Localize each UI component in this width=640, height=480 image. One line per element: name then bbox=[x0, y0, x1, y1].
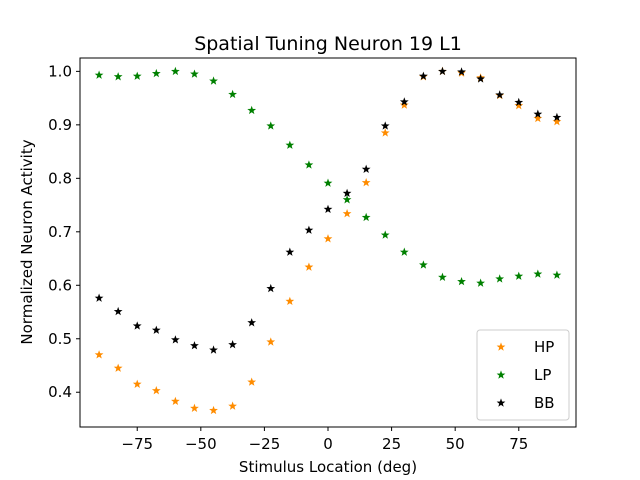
y-tick-label: 0.6 bbox=[48, 276, 72, 294]
legend-box bbox=[477, 330, 569, 420]
x-tick-label: 75 bbox=[509, 435, 528, 453]
legend-label-hp: HP bbox=[534, 338, 554, 356]
x-tick-label: −75 bbox=[121, 435, 153, 453]
y-tick-label: 0.8 bbox=[48, 169, 72, 187]
y-axis-label: Normalized Neuron Activity bbox=[18, 139, 36, 344]
y-tick-label: 0.9 bbox=[48, 116, 72, 134]
x-tick-label: 25 bbox=[382, 435, 401, 453]
y-tick-label: 0.4 bbox=[48, 383, 72, 401]
x-tick-label: 50 bbox=[446, 435, 465, 453]
x-tick-label: −25 bbox=[249, 435, 281, 453]
x-axis-label: Stimulus Location (deg) bbox=[239, 458, 417, 476]
x-tick-label: −50 bbox=[185, 435, 217, 453]
legend: HP LP BB bbox=[477, 330, 569, 420]
y-tick-label: 1.0 bbox=[48, 62, 72, 80]
legend-label-bb: BB bbox=[534, 394, 555, 412]
chart-title: Spatial Tuning Neuron 19 L1 bbox=[194, 33, 462, 55]
x-tick-label: 0 bbox=[323, 435, 333, 453]
y-tick-label: 0.5 bbox=[48, 330, 72, 348]
legend-label-lp: LP bbox=[534, 366, 551, 384]
y-tick-label: 0.7 bbox=[48, 223, 72, 241]
